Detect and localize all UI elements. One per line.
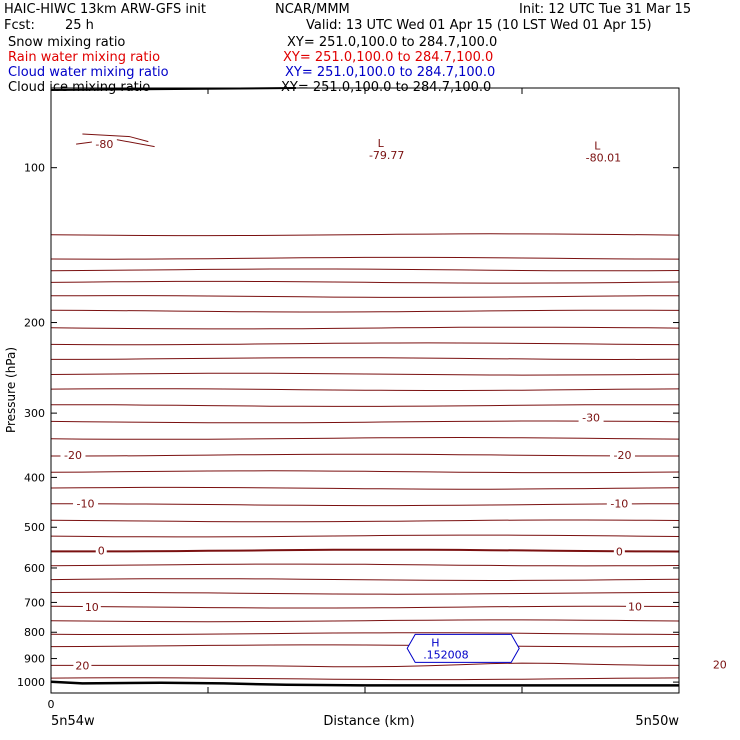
isotherm-line: [50, 578, 680, 582]
field-label-cloud-water: Cloud water mixing ratio: [8, 65, 169, 80]
isotherm-line: [50, 563, 680, 567]
y-tick-label: 200: [24, 317, 45, 330]
isotherm-line: [50, 486, 680, 490]
x-origin-label: 0: [48, 698, 55, 711]
y-tick-label: 700: [24, 596, 45, 609]
isotherm-label-bg: [91, 138, 117, 150]
isotherm-line: [50, 420, 680, 424]
low-marker: L: [594, 139, 601, 152]
isotherm-label-bg: [73, 659, 92, 671]
terrain-group: [50, 680, 679, 687]
y-tick-label: 900: [24, 653, 45, 666]
isotherm-label: 0: [616, 545, 623, 558]
isotherm-line: [50, 605, 680, 609]
forecast-label: Fcst:: [4, 18, 35, 33]
y-tick-label: 400: [24, 471, 45, 484]
low-value: -79.77: [369, 149, 404, 162]
isotherm-line: [50, 268, 680, 272]
isotherm-label-bg: [609, 449, 635, 461]
field-xy-snow: XY= 251.0,100.0 to 284.7,100.0: [287, 35, 498, 50]
init-time: Init: 12 UTC Tue 31 Mar 15: [519, 2, 692, 17]
isotherm-line: [50, 436, 680, 440]
isotherm-label: 20: [713, 658, 727, 671]
x-right-label: 5n50w: [635, 714, 679, 729]
isotherm-contours: [50, 87, 680, 681]
field-xy-cloud-water: XY= 251.0,100.0 to 284.7,100.0: [285, 65, 496, 80]
y-tick-label: 1000: [17, 676, 45, 689]
isotherm-line: [50, 256, 680, 260]
isotherm-label-bg: [626, 600, 645, 612]
isotherm-line: [82, 133, 149, 143]
isotherm-line: [50, 591, 680, 595]
isotherm-label: -30: [582, 412, 600, 425]
isotherm-line: [50, 342, 680, 346]
isotherm-line: [50, 632, 680, 635]
isotherm-line: [50, 280, 680, 284]
isotherm-line: [50, 644, 680, 648]
x-axis-label: Distance (km): [323, 714, 414, 729]
isotherm-line: [50, 372, 680, 376]
isotherm-line: [50, 519, 680, 523]
isotherm-label: -10: [77, 498, 95, 511]
valid-time: Valid: 13 UTC Wed 01 Apr 15 (10 LST Wed …: [306, 18, 652, 33]
isotherm-label: 10: [628, 601, 642, 614]
terrain-line: [50, 680, 679, 687]
isotherm-label: 10: [85, 601, 99, 614]
field-label-snow: Snow mixing ratio: [8, 35, 126, 50]
y-tick-label: 300: [24, 407, 45, 420]
isotherm-line: [50, 295, 680, 298]
x-left-label: 5n54w: [51, 714, 95, 729]
isotherm-line: [51, 404, 679, 407]
isotherm-label-bg: [60, 449, 86, 461]
isotherm-label: -80: [95, 138, 113, 151]
high-box: [406, 633, 520, 663]
isotherm-label-bg: [606, 497, 632, 509]
org-label: NCAR/MMM: [275, 2, 350, 17]
x-axis: [50, 88, 680, 693]
isotherm-line: [50, 309, 680, 313]
isotherm-line: [51, 662, 680, 668]
isotherm-line: [51, 548, 680, 553]
isotherm-label: 20: [75, 659, 89, 672]
low-value: -80.01: [586, 151, 621, 164]
isotherm-label-bg: [613, 545, 625, 557]
low-marker: L: [378, 137, 385, 150]
isotherm-label: -20: [613, 449, 631, 462]
y-tick-label: 600: [24, 562, 45, 575]
isotherm-line: [50, 470, 680, 474]
isotherm-label-bg: [578, 411, 604, 423]
title: HAIC-HIWC 13km ARW-GFS init: [4, 2, 206, 17]
field-xy-rain: XY= 251.0,100.0 to 284.7,100.0: [283, 50, 494, 65]
high-value: .152008: [423, 648, 469, 661]
y-axis-label: Pressure (hPa): [4, 347, 18, 433]
isotherm-line: [51, 503, 679, 507]
isotherm-label-bg: [73, 497, 99, 509]
isotherm-line: [50, 233, 680, 237]
forecast-value: 25 h: [65, 18, 94, 33]
isotherm-label: 0: [98, 545, 105, 558]
isotherm-label: -20: [64, 449, 82, 462]
isotherm-line: [50, 677, 680, 681]
isotherm-label-bg: [710, 658, 729, 670]
isotherm-line: [51, 453, 679, 457]
isotherm-label-bg: [95, 544, 107, 556]
isotherm-line: [50, 619, 680, 623]
y-tick-label: 800: [24, 626, 45, 639]
field-label-rain: Rain water mixing ratio: [8, 50, 161, 65]
y-tick-label: 500: [24, 521, 45, 534]
isotherm-label-bg: [82, 601, 101, 613]
isotherm-line: [51, 357, 680, 361]
isotherm-line: [50, 534, 680, 538]
high-marker: H: [431, 636, 439, 649]
isotherm-line: [50, 326, 680, 330]
y-tick-label: 100: [24, 162, 45, 175]
isotherm-line: [50, 388, 680, 391]
isotherm-label: -10: [610, 498, 628, 511]
